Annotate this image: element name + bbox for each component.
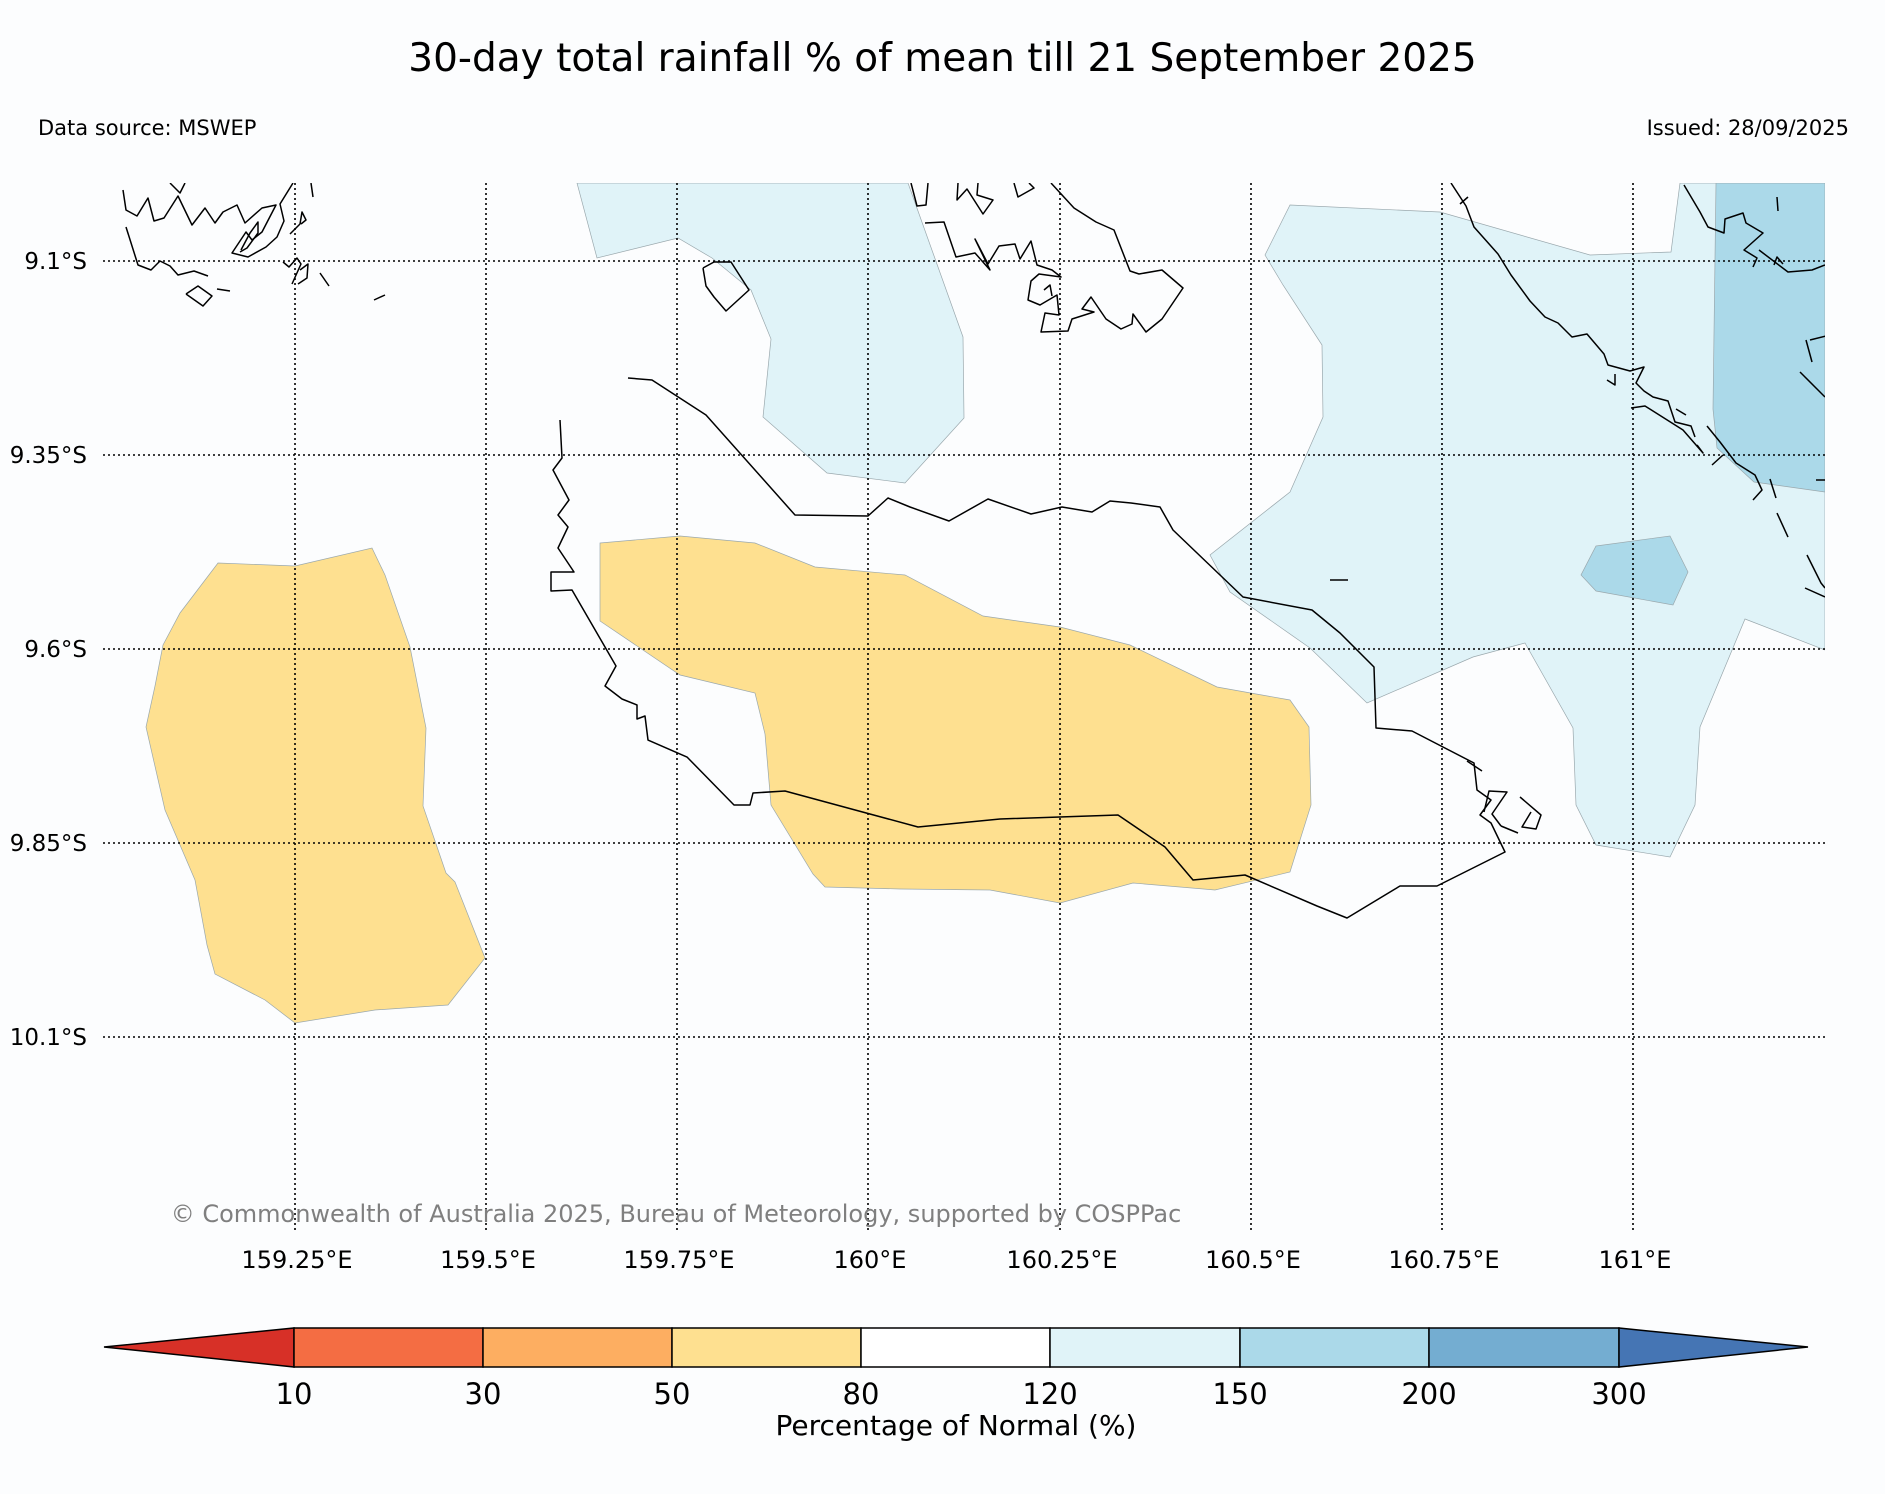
colorbar-tick-50: 50 xyxy=(654,1377,691,1411)
colorbar-segment-gt300 xyxy=(1618,1327,1809,1368)
coastline-southeast-islets xyxy=(1466,760,1483,772)
coastline-malaita-15 xyxy=(1799,371,1825,398)
coastline-northwest-7 xyxy=(289,211,307,235)
lat-label-9-6: 9.6°S xyxy=(24,637,87,663)
coastline-malaita-19 xyxy=(1804,587,1825,598)
lat-label-9-35: 9.35°S xyxy=(10,443,87,469)
colorbar-segment-50-80 xyxy=(671,1327,862,1368)
colorbar xyxy=(103,1327,1809,1368)
coastline-northwest-9 xyxy=(297,263,309,285)
latitude-axis: 9.1°S 9.35°S 9.6°S 9.85°S 10.1°S xyxy=(10,249,87,1051)
coastline-northwest-3 xyxy=(169,183,186,194)
coastline-florida-islands-2 xyxy=(924,183,1184,333)
lon-label-160-5: 160.5°E xyxy=(1205,1246,1301,1274)
colorbar-segment-30-50 xyxy=(482,1327,673,1368)
coastline-florida-islands-5 xyxy=(1043,284,1053,297)
coastline-florida-islands xyxy=(910,183,929,207)
colorbar-segment-80-120 xyxy=(860,1327,1051,1368)
region-below-normal-central xyxy=(599,535,1312,904)
colorbar-segment-lt10 xyxy=(103,1327,295,1368)
coastline-florida-islands-4 xyxy=(956,183,994,215)
colorbar-tick-300: 300 xyxy=(1591,1377,1646,1411)
lon-label-159-75: 159.75°E xyxy=(623,1246,734,1274)
coastline-malaita-2 xyxy=(1459,196,1469,205)
coastline-malaita-6 xyxy=(1769,478,1777,499)
colorbar-segment-120-150 xyxy=(1049,1327,1241,1368)
lon-label-159-25: 159.25°E xyxy=(241,1246,352,1274)
coastline-southeast-islets-3 xyxy=(1519,796,1542,830)
region-above-normal-high-northeast xyxy=(1712,183,1825,493)
region-above-normal-east xyxy=(1209,183,1825,858)
coastline-malaita-9 xyxy=(1683,184,1764,268)
colorbar-label: Percentage of Normal (%) xyxy=(776,1409,1137,1442)
chart-title: 30-day total rainfall % of mean till 21 … xyxy=(408,36,1477,81)
colorbar-ticks: 10 30 50 80 120 150 200 300 xyxy=(276,1377,1647,1411)
colorbar-tick-200: 200 xyxy=(1401,1377,1456,1411)
coastline-northwest-12 xyxy=(310,183,314,198)
coastline-guadalcanal xyxy=(550,377,1506,919)
coastline-northwest-8 xyxy=(282,257,302,285)
lat-label-9-85: 9.85°S xyxy=(10,831,87,857)
colorbar-segment-200-300 xyxy=(1428,1327,1620,1368)
lon-label-160: 160°E xyxy=(834,1246,907,1274)
coastline-malaita-4 xyxy=(1630,405,1704,454)
colorbar-segment-150-200 xyxy=(1239,1327,1430,1368)
coastline-southeast-islets-2 xyxy=(1483,790,1508,827)
region-above-normal-north-central xyxy=(576,183,965,484)
lat-label-9-1: 9.1°S xyxy=(24,249,87,275)
coastline-malaita-3 xyxy=(1606,374,1616,386)
coastline-malaita-8 xyxy=(1675,408,1687,416)
coastline-northwest-4 xyxy=(185,285,213,307)
coastline-malaita-5 xyxy=(1706,425,1763,501)
coastlines xyxy=(122,183,1825,919)
coastline-malaita-13 xyxy=(1809,335,1825,341)
data-source-label: Data source: MSWEP xyxy=(38,116,257,140)
colorbar-tick-150: 150 xyxy=(1212,1377,1267,1411)
coastline-malaita-12 xyxy=(1758,249,1825,273)
longitude-axis: 159.25°E 159.5°E 159.75°E 160°E 160.25°E… xyxy=(241,1246,1671,1274)
region-above-normal-high-east xyxy=(1580,535,1689,606)
coastline-malaita-17 xyxy=(1776,512,1789,538)
coastline-northwest-6 xyxy=(239,221,259,253)
coastline-northwest-5 xyxy=(216,288,231,292)
region-below-normal-west xyxy=(145,547,486,1024)
colorbar-tick-10: 10 xyxy=(276,1377,313,1411)
coastline-northwest-islands xyxy=(122,183,294,258)
coastline-malaita-18 xyxy=(1806,554,1825,589)
coastline-northwest-2 xyxy=(125,226,209,277)
coastline-florida-islands-3 xyxy=(1013,183,1035,198)
coastline-malaita xyxy=(1450,183,1696,438)
copyright-notice: © Commonwealth of Australia 2025, Bureau… xyxy=(171,1200,1182,1228)
colorbar-tick-120: 120 xyxy=(1022,1377,1077,1411)
coastline-savo-island xyxy=(702,261,750,312)
issued-date-label: Issued: 28/09/2025 xyxy=(1646,116,1849,140)
graticule xyxy=(103,183,1825,1230)
lon-label-161: 161°E xyxy=(1599,1246,1672,1274)
rainfall-regions xyxy=(145,183,1825,1024)
colorbar-segment-10-30 xyxy=(293,1327,484,1368)
coastline-northwest-11 xyxy=(373,294,386,301)
colorbar-tick-30: 30 xyxy=(465,1377,502,1411)
coastline-northwest-10 xyxy=(319,272,330,287)
coastline-malaita-14 xyxy=(1805,339,1813,363)
colorbar-tick-80: 80 xyxy=(843,1377,880,1411)
lon-label-159-5: 159.5°E xyxy=(440,1246,536,1274)
coastline-malaita-7 xyxy=(1711,454,1724,466)
lon-label-160-75: 160.75°E xyxy=(1388,1246,1499,1274)
lon-label-160-25: 160.25°E xyxy=(1006,1246,1117,1274)
coastline-southeast-islets-4 xyxy=(1500,825,1519,834)
coastline-malaita-10 xyxy=(1776,196,1779,212)
lat-label-10-1: 10.1°S xyxy=(10,1025,87,1051)
map-area xyxy=(103,183,1825,1230)
